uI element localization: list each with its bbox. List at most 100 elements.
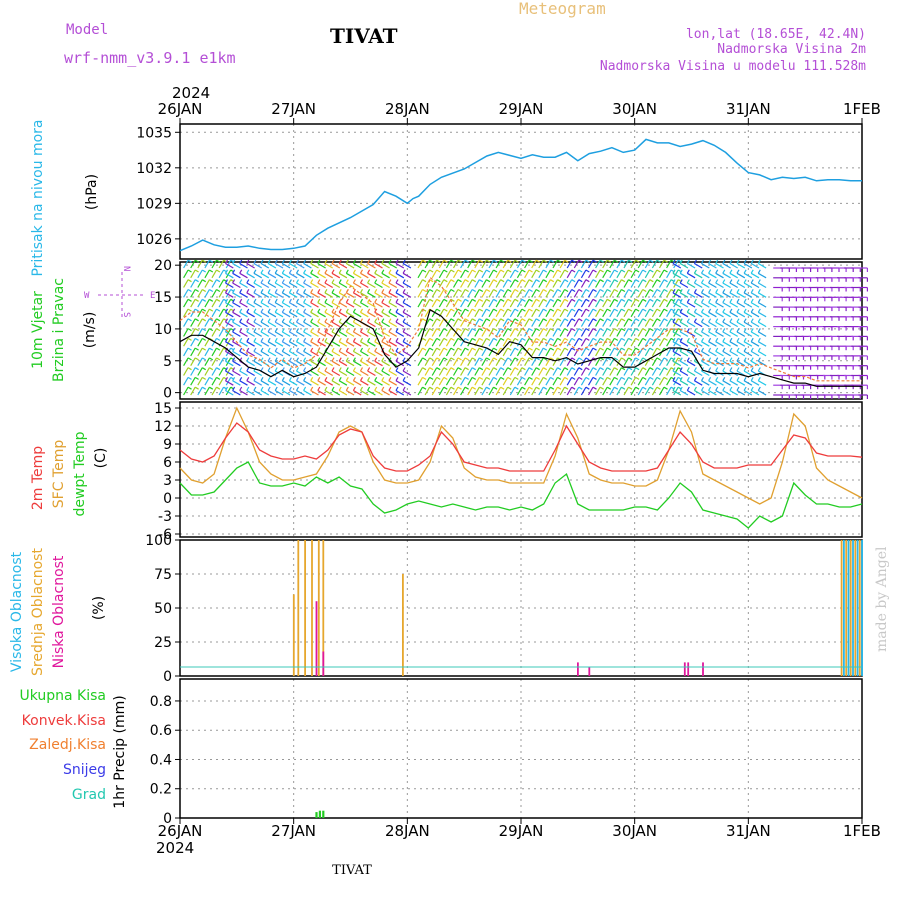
wind-barb-feather <box>528 367 533 371</box>
cloud-bar <box>840 540 843 676</box>
wind-barb-feather <box>564 279 569 283</box>
wind-barb-feather <box>663 376 668 380</box>
wind-barb <box>353 350 362 357</box>
wind-barb <box>488 259 495 269</box>
wind-barb-feather <box>216 318 221 322</box>
wind-barb <box>509 279 516 288</box>
wind-barb-feather <box>388 298 392 303</box>
wind-barb-feather <box>194 318 199 322</box>
wind-barb-feather <box>395 328 399 333</box>
wind-barb-feather <box>542 376 548 380</box>
wind-barb <box>609 308 615 318</box>
wind-barb <box>708 282 717 289</box>
wind-barb-feather <box>479 279 484 283</box>
wind-barb-feather <box>757 347 761 352</box>
wind-barb-feather <box>722 298 726 303</box>
wind-barb-feather <box>267 347 271 352</box>
wind-barb-feather <box>535 298 540 302</box>
wind-barb <box>729 262 738 269</box>
wind-barb-feather <box>642 386 647 390</box>
wind-barb-feather <box>464 357 469 361</box>
wind-barb <box>516 308 523 318</box>
wind-barb-feather <box>621 318 626 322</box>
wind-barb-feather <box>216 269 221 273</box>
wind-barb <box>573 318 580 327</box>
y-tick-label: 15 <box>154 290 172 306</box>
wind-barb-feather <box>381 376 385 382</box>
wind-barb <box>232 311 241 318</box>
wind-barb-feather <box>514 298 519 302</box>
wind-barb <box>708 262 717 269</box>
wind-barb <box>488 318 495 327</box>
wind-barb <box>197 367 203 376</box>
wind-barb-feather <box>542 308 548 312</box>
wind-barb <box>673 308 679 318</box>
wind-barb <box>580 377 587 386</box>
wind-barb <box>637 328 644 337</box>
wind-barb-feather <box>274 298 278 303</box>
wind-barb-feather <box>443 347 448 351</box>
wind-barb-feather <box>422 367 427 371</box>
wind-barb <box>296 302 305 308</box>
wind-barb-feather <box>388 308 392 313</box>
wind-barb-feather <box>507 259 512 263</box>
wind-barb-feather <box>281 289 285 294</box>
wind-barb-feather <box>374 279 378 284</box>
wind-barb-feather <box>693 308 697 313</box>
wind-barb-feather <box>239 279 243 284</box>
wind-barb <box>481 308 487 318</box>
wind-barb-feather <box>246 347 250 352</box>
wind-barb <box>545 269 551 279</box>
wind-barb-feather <box>422 357 427 361</box>
wind-barb <box>694 302 703 308</box>
wind-barb-feather <box>267 337 271 342</box>
wind-barb-feather <box>500 259 505 263</box>
wind-barb <box>708 321 717 328</box>
wind-barb <box>417 299 424 308</box>
wind-barb-feather <box>564 328 569 332</box>
wind-barb-feather <box>331 318 335 323</box>
wind-barb <box>218 308 225 318</box>
wind-barb <box>346 311 355 318</box>
wind-barb <box>623 259 630 269</box>
panel-frame <box>179 123 863 260</box>
wind-barb-feather <box>194 386 199 390</box>
wind-barb <box>644 338 651 347</box>
wind-barb <box>445 318 452 327</box>
wind-barb <box>225 389 234 396</box>
wind-barb-feather <box>367 289 371 294</box>
wind-barb <box>331 389 341 396</box>
wind-barb <box>701 389 710 396</box>
wind-barb <box>303 360 312 367</box>
wind-barb-feather <box>514 308 519 312</box>
wind-barb-feather <box>436 386 441 390</box>
wind-barb <box>630 259 637 269</box>
wind-barb <box>395 331 405 337</box>
wind-barb-feather <box>402 367 406 372</box>
wind-barb-feather <box>686 298 690 303</box>
wind-barb-feather <box>457 288 462 293</box>
cloud-bar <box>687 662 690 676</box>
wind-barb-feather <box>743 337 747 342</box>
wind-barb-feather <box>736 357 740 362</box>
wind-barb <box>651 318 658 327</box>
cloud-unit: (%) <box>91 596 107 620</box>
date-label-top: 28JAN <box>385 100 430 118</box>
wind-barb-feather <box>743 269 747 274</box>
wind-barb <box>211 299 218 308</box>
wind-barb <box>467 386 473 396</box>
wind-barb-feather <box>500 337 505 341</box>
wind-barb-feather <box>395 298 399 303</box>
wind-barb-feather <box>209 298 214 302</box>
date-label-top: 31JAN <box>726 100 771 118</box>
pressure-unit: (hPa) <box>84 174 100 210</box>
wind-barb-feather <box>395 376 399 382</box>
wind-barb-feather <box>736 298 740 303</box>
wind-barb-feather <box>310 318 314 323</box>
wind-barb-feather <box>216 386 221 390</box>
wind-barb-feather <box>232 269 236 274</box>
wind-barb-feather <box>310 328 314 333</box>
wind-barb <box>708 380 717 386</box>
wind-barb-feather <box>367 386 371 391</box>
wind-barb <box>438 338 445 347</box>
